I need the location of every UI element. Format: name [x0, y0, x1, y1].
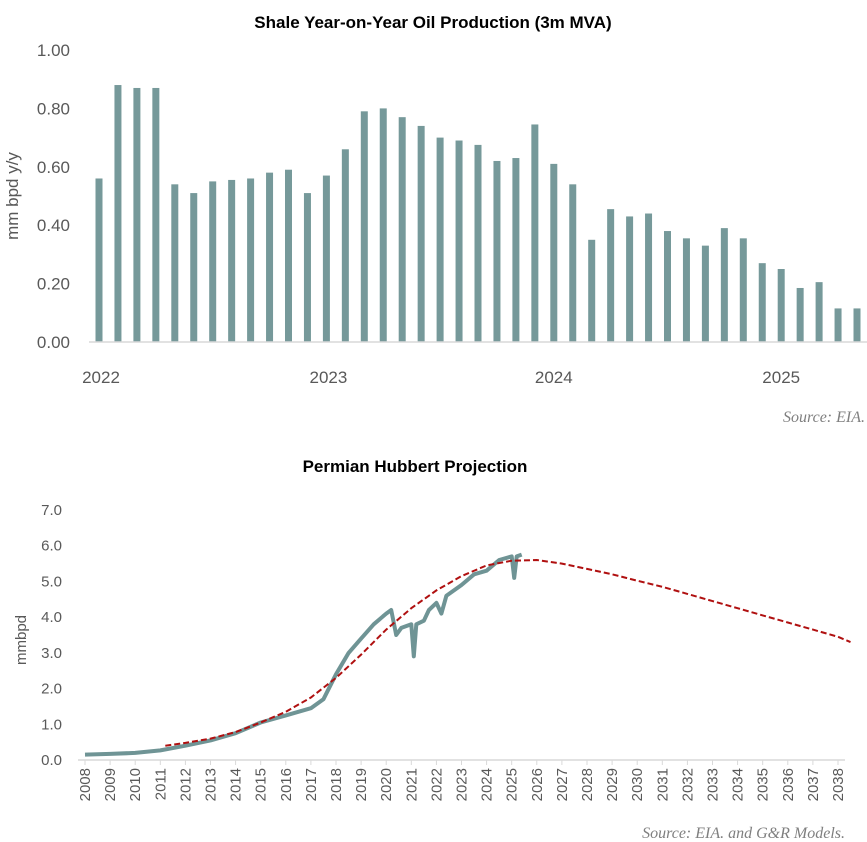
chart2-title: Permian Hubbert Projection — [303, 457, 528, 476]
bar — [777, 269, 785, 342]
bar — [588, 239, 596, 342]
x-tick-label: 2036 — [780, 768, 797, 801]
bar — [682, 238, 690, 342]
bar — [815, 282, 823, 342]
bar — [247, 178, 255, 342]
bar — [152, 87, 160, 343]
bar — [758, 263, 766, 342]
x-tick-label: 2030 — [629, 768, 646, 801]
x-tick-label: 2037 — [805, 768, 822, 801]
y-tick-label: 0.60 — [37, 158, 70, 177]
y-tick-label: 2.0 — [41, 681, 62, 698]
chart2-source: Source: EIA. and G&R Models. — [642, 825, 845, 842]
x-tick-label: 2022 — [428, 768, 445, 801]
x-tick-label: 2033 — [705, 768, 722, 801]
bar — [720, 228, 728, 342]
bar — [95, 178, 103, 342]
x-tick-label: 2012 — [177, 768, 194, 801]
x-tick-label: 2029 — [604, 768, 621, 801]
bar — [626, 216, 634, 342]
x-tick-label: 2013 — [203, 768, 220, 801]
bar — [834, 308, 842, 342]
y-tick-label: 0.0 — [41, 752, 62, 769]
y-tick-label: 3.0 — [41, 645, 62, 662]
bar — [379, 108, 387, 343]
x-tick-label: 2025 — [762, 368, 800, 387]
chart1-title: Shale Year-on-Year Oil Production (3m MV… — [254, 13, 611, 32]
chart1-ylabel: mm bpd y/y — [3, 152, 22, 240]
bar — [739, 238, 747, 342]
x-tick-label: 2021 — [403, 768, 420, 801]
y-tick-label: 0.00 — [37, 333, 70, 352]
x-tick-label: 2031 — [654, 768, 671, 801]
x-tick-label: 2024 — [479, 768, 496, 801]
x-tick-label: 2008 — [77, 768, 94, 801]
actual-line — [84, 552, 523, 757]
x-tick-label: 2016 — [278, 768, 295, 801]
bar — [853, 308, 861, 342]
bar — [303, 193, 311, 342]
chart1-source: Source: EIA. — [783, 409, 865, 426]
bar — [322, 175, 330, 342]
bar — [266, 172, 274, 342]
bar — [285, 169, 292, 342]
bar — [664, 231, 671, 342]
y-tick-label: 1.0 — [41, 716, 62, 733]
x-tick-label: 2024 — [535, 368, 573, 387]
y-tick-label: 0.20 — [37, 275, 70, 294]
bar — [171, 184, 179, 342]
projection-line — [165, 558, 851, 747]
bar — [493, 160, 501, 342]
y-tick-label: 5.0 — [41, 573, 62, 590]
bar — [512, 158, 520, 342]
bar — [190, 193, 198, 342]
y-tick-label: 7.0 — [41, 502, 62, 519]
y-tick-label: 0.40 — [37, 216, 70, 235]
bar — [209, 181, 217, 342]
x-tick-label: 2023 — [309, 368, 347, 387]
bar — [701, 245, 709, 342]
x-tick-label: 2014 — [228, 768, 245, 801]
x-tick-label: 2019 — [353, 768, 370, 801]
bar — [645, 213, 653, 342]
bar — [341, 149, 349, 342]
bar — [436, 137, 444, 342]
x-tick-label: 2017 — [303, 768, 320, 801]
x-tick-label: 2035 — [755, 768, 772, 801]
y-tick-label: 1.00 — [37, 41, 70, 60]
bar — [455, 140, 463, 342]
x-tick-label: 2023 — [454, 768, 471, 801]
bar — [133, 87, 141, 343]
x-tick-label: 2028 — [579, 768, 596, 801]
x-tick-label: 2022 — [82, 368, 120, 387]
bar — [114, 85, 122, 342]
bar — [531, 124, 539, 343]
bar — [796, 287, 804, 342]
bar — [417, 125, 425, 342]
x-tick-label: 2011 — [152, 768, 169, 800]
x-tick-label: 2020 — [378, 768, 395, 801]
bar — [398, 117, 406, 342]
x-tick-label: 2026 — [529, 768, 546, 801]
chart2-ylabel: mmbpd — [13, 615, 30, 665]
bar — [360, 111, 368, 342]
bar — [474, 144, 482, 342]
x-tick-label: 2010 — [127, 768, 144, 801]
y-tick-label: 0.80 — [37, 99, 70, 118]
x-tick-label: 2025 — [504, 768, 521, 801]
x-tick-label: 2034 — [730, 768, 747, 801]
y-tick-label: 6.0 — [41, 538, 62, 555]
bar — [607, 209, 615, 342]
x-tick-label: 2018 — [328, 768, 345, 801]
x-tick-label: 2027 — [554, 768, 571, 801]
x-tick-label: 2038 — [830, 768, 847, 801]
bar — [550, 163, 558, 342]
bar — [228, 179, 236, 342]
y-tick-label: 4.0 — [41, 609, 62, 626]
x-tick-label: 2009 — [102, 768, 119, 801]
bar — [569, 184, 577, 342]
x-tick-label: 2015 — [253, 768, 270, 801]
x-tick-label: 2032 — [679, 768, 696, 801]
